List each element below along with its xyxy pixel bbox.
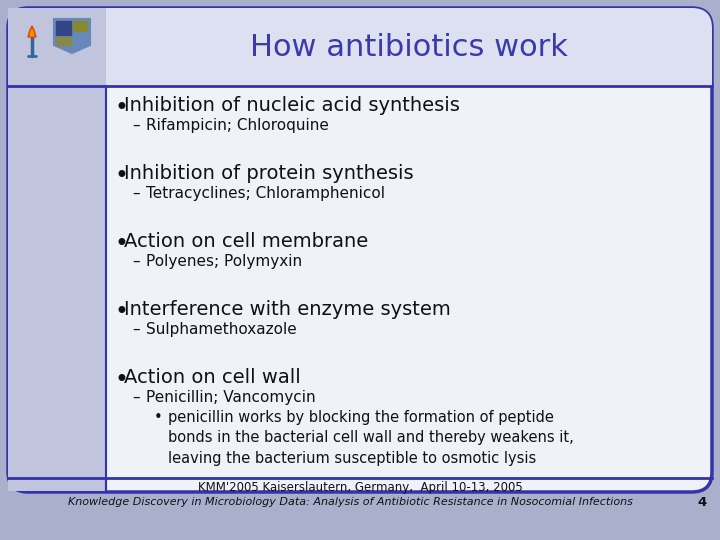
Text: Action on cell wall: Action on cell wall [124,368,301,387]
Polygon shape [28,26,36,37]
Text: Polyenes; Polymyxin: Polyenes; Polymyxin [146,254,302,269]
Text: 4: 4 [698,496,707,509]
Bar [8,8,106,86]
FancyBboxPatch shape [8,8,712,86]
Text: Inhibition of nucleic acid synthesis: Inhibition of nucleic acid synthesis [124,96,460,115]
Text: Inhibition of protein synthesis: Inhibition of protein synthesis [124,164,413,183]
Text: –: – [132,322,140,337]
Text: –: – [132,186,140,201]
Text: Action on cell membrane: Action on cell membrane [124,232,368,251]
Text: Interference with enzyme system: Interference with enzyme system [124,300,451,319]
Text: •: • [114,368,128,392]
Text: Rifampicin; Chloroquine: Rifampicin; Chloroquine [146,118,329,133]
Text: •: • [114,232,128,256]
Polygon shape [30,29,34,36]
Text: KMM'2005 Kaiserslautern, Germany,  April 10-13, 2005: KMM'2005 Kaiserslautern, Germany, April … [197,482,523,495]
Bar [8,28,712,86]
Text: –: – [132,254,140,269]
Text: Sulphamethoxazole: Sulphamethoxazole [146,322,297,337]
Text: •: • [114,300,128,324]
Bar [56,37,71,45]
Polygon shape [54,19,90,53]
Text: Penicillin; Vancomycin: Penicillin; Vancomycin [146,390,315,405]
FancyBboxPatch shape [8,8,712,492]
Text: •: • [114,96,128,120]
Text: penicillin works by blocking the formation of peptide
bonds in the bacterial cel: penicillin works by blocking the formati… [168,410,574,466]
Text: Knowledge Discovery in Microbiology Data: Analysis of Antibiotic Resistance in N: Knowledge Discovery in Microbiology Data… [68,497,632,507]
Text: –: – [132,390,140,405]
Text: How antibiotics work: How antibiotics work [250,32,568,62]
Text: •: • [153,410,163,425]
Bar [56,21,71,35]
Bar [8,86,105,491]
Text: –: – [132,118,140,133]
Bar [73,21,87,31]
Text: •: • [114,164,128,188]
Text: Tetracyclines; Chloramphenicol: Tetracyclines; Chloramphenicol [146,186,385,201]
